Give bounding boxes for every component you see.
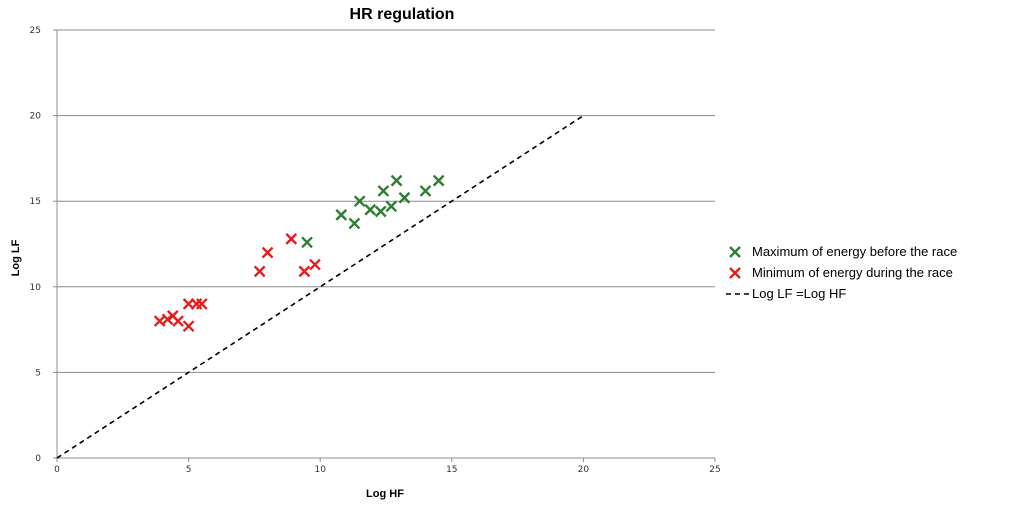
x-tick-label: 15: [446, 465, 457, 475]
x-tick-label: 0: [54, 465, 60, 475]
marker-stroke: [261, 246, 274, 259]
data-point-min-energy: [253, 265, 266, 278]
legend-label: Log LF =Log HF: [752, 286, 846, 301]
marker-stroke: [390, 174, 403, 187]
marker-stroke: [301, 236, 313, 249]
marker-stroke: [309, 258, 321, 271]
data-point-min-energy: [285, 233, 298, 245]
data-point-max-energy: [432, 174, 445, 187]
data-point-min-energy: [172, 315, 184, 327]
marker-stroke: [419, 185, 432, 197]
marker-stroke: [253, 265, 266, 278]
legend-marker-min-energy: [729, 267, 741, 279]
data-point-min-energy: [298, 265, 311, 278]
plot-area: 0 5 10 15 20 25 0 5 10 15 20 25: [30, 26, 721, 475]
marker-stroke: [377, 185, 390, 197]
marker-stroke: [161, 313, 174, 326]
legend-label: Maximum of energy before the race: [752, 244, 957, 259]
x-tick-label: 10: [314, 465, 326, 475]
data-point-min-energy: [190, 298, 203, 310]
y-tick-label: 5: [35, 368, 41, 378]
legend-marker-max-energy: [729, 246, 741, 258]
x-tick-label: 25: [709, 465, 720, 475]
legend-label: Minimum of energy during the race: [752, 265, 953, 280]
marker-stroke: [172, 315, 184, 327]
y-tick-label: 25: [30, 26, 41, 36]
reference-line-logLF-equals-logHF: [56, 114, 584, 459]
marker-stroke: [729, 267, 741, 279]
marker-stroke: [348, 217, 361, 230]
data-point-max-energy: [374, 205, 387, 218]
y-tick-label: 0: [35, 454, 41, 464]
data-point-min-energy: [195, 298, 208, 310]
marker-stroke: [385, 200, 398, 213]
data-point-max-energy: [398, 191, 411, 204]
marker-stroke: [374, 205, 387, 218]
marker-stroke: [195, 298, 208, 310]
data-point-min-energy: [161, 313, 174, 326]
marker-stroke: [364, 203, 377, 216]
marker-stroke: [182, 320, 195, 333]
x-axis-title: Log HF: [366, 488, 404, 500]
data-point-min-energy: [261, 246, 274, 259]
y-tick-label: 10: [30, 283, 42, 293]
data-point-max-energy: [419, 185, 432, 197]
marker-stroke: [298, 265, 311, 278]
y-tick-label: 15: [30, 197, 41, 207]
data-point-max-energy: [301, 236, 313, 249]
x-tick-label: 5: [186, 465, 192, 475]
marker-stroke: [166, 310, 179, 322]
data-point-max-energy: [385, 200, 398, 213]
data-point-min-energy: [309, 258, 321, 271]
x-tick-label: 20: [578, 465, 590, 475]
chart-title: HR regulation: [350, 6, 455, 23]
y-axis-title: Log LF: [10, 239, 22, 276]
marker-stroke: [153, 315, 166, 327]
data-point-max-energy: [348, 217, 361, 230]
data-point-max-energy: [364, 203, 377, 216]
y-tick-label: 20: [30, 112, 42, 122]
marker-stroke: [432, 174, 445, 187]
marker-stroke: [729, 246, 741, 258]
data-point-max-energy: [390, 174, 403, 187]
marker-stroke: [398, 191, 411, 204]
marker-stroke: [353, 195, 366, 208]
data-point-max-energy: [353, 195, 366, 208]
legend: Maximum of energy before the race Minimum…: [726, 244, 957, 301]
data-point-min-energy: [182, 320, 195, 333]
data-point-max-energy: [377, 185, 390, 197]
marker-stroke: [335, 209, 348, 221]
data-point-max-energy: [335, 209, 348, 221]
marker-stroke: [285, 233, 298, 245]
